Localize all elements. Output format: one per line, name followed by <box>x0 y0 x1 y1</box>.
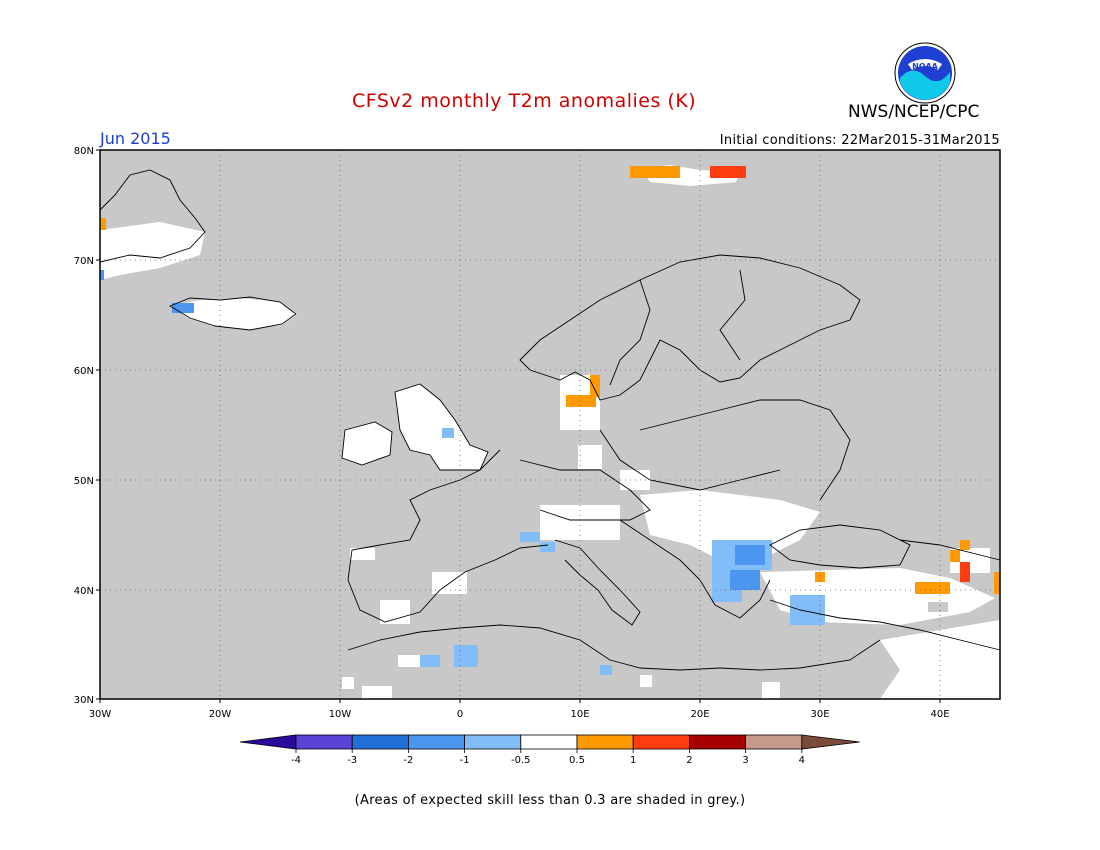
colorbar-label: 1 <box>630 755 636 766</box>
colorbar-swatch <box>632 734 690 750</box>
colorbar-swatch <box>520 734 578 750</box>
lat-tick-label: 50N <box>74 476 94 487</box>
lon-tick-label: 30E <box>810 709 829 720</box>
lon-tick-label: 30W <box>89 709 112 720</box>
lon-tick-label: 20W <box>209 709 232 720</box>
lon-tick-label: 20E <box>690 709 709 720</box>
lat-tick-label: 30N <box>74 695 94 706</box>
colorbar-label: 0.5 <box>569 755 585 766</box>
svg-text:NOAA: NOAA <box>912 62 938 71</box>
gridlines <box>100 150 1000 699</box>
colorbar-label: 4 <box>799 755 805 766</box>
coastlines <box>99 169 1001 671</box>
colorbar-swatch <box>689 734 747 750</box>
colorbar-swatch <box>464 734 522 750</box>
lon-tick-label: 10W <box>329 709 352 720</box>
colorbar-swatch <box>576 734 634 750</box>
colorbar-label: 2 <box>686 755 692 766</box>
lat-tick-label: 60N <box>74 366 94 377</box>
colorbar-label: -3 <box>347 755 357 766</box>
forecast-month: Jun 2015 <box>100 129 171 148</box>
lon-tick-label: 0 <box>457 709 463 720</box>
lon-tick-label: 40E <box>930 709 949 720</box>
colorbar-label: -2 <box>403 755 413 766</box>
colorbar-label: -1 <box>460 755 470 766</box>
colorbar: -4 -3 -2 -1 -0.5 0.5 1 2 3 4 <box>239 734 860 766</box>
lon-tick-label: 10E <box>570 709 589 720</box>
agency-label: NWS/NCEP/CPC <box>848 102 980 122</box>
colorbar-swatch <box>745 734 803 750</box>
colorbar-label: -0.5 <box>511 755 531 766</box>
lat-tick-label: 80N <box>74 146 94 157</box>
colorbar-swatch <box>801 734 860 750</box>
lat-tick-label: 40N <box>74 586 94 597</box>
noaa-logo-icon: NOAA <box>894 42 956 104</box>
anomaly-cells <box>100 166 1000 675</box>
colorbar-swatch <box>239 734 297 750</box>
colorbar-swatch <box>351 734 409 750</box>
map-title: CFSv2 monthly T2m anomalies (K) <box>352 90 697 112</box>
lat-tick-label: 70N <box>74 256 94 267</box>
skill-footnote: (Areas of expected skill less than 0.3 a… <box>354 793 746 808</box>
initial-conditions: Initial conditions: 22Mar2015-31Mar2015 <box>719 133 1000 148</box>
colorbar-label: 3 <box>742 755 748 766</box>
latitude-labels: 80N 70N 60N 50N 40N 30N <box>74 146 100 706</box>
colorbar-swatch <box>295 734 353 750</box>
colorbar-label: -4 <box>291 755 301 766</box>
colorbar-swatch <box>407 734 465 750</box>
longitude-labels: 30W 20W 10W 0 10E 20E 30E 40E <box>89 699 950 720</box>
map-frame <box>99 149 1001 700</box>
